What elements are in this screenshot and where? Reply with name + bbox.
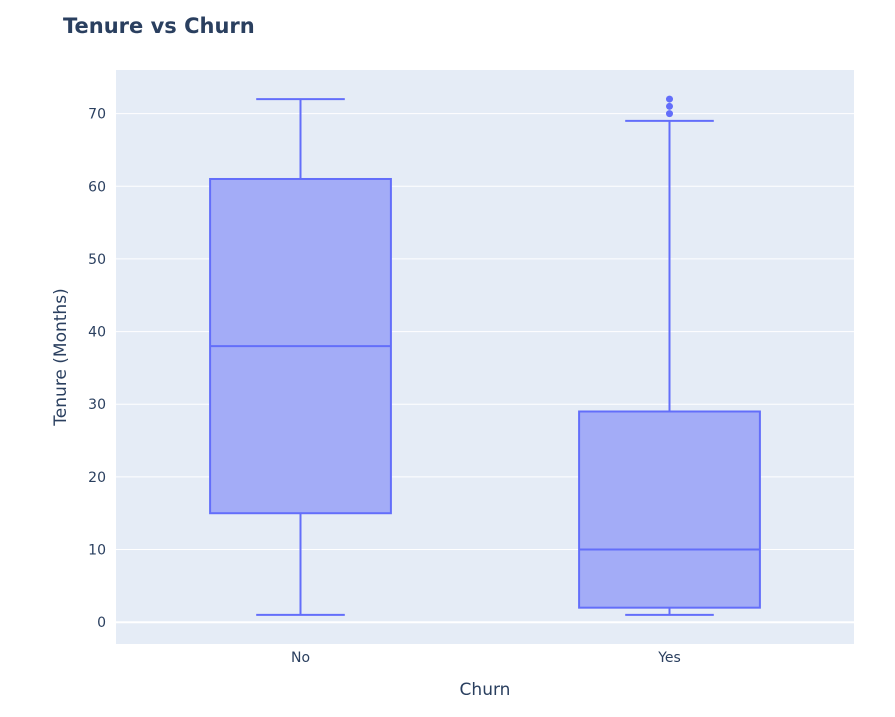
x-axis-title: Churn xyxy=(460,680,511,700)
y-tick-label-10: 10 xyxy=(88,543,106,559)
outlier-point-yes xyxy=(666,110,673,118)
box-trace-no xyxy=(209,98,392,616)
x-tick-label-no: No xyxy=(291,650,310,666)
outlier-point-yes xyxy=(666,102,673,110)
box-trace-yes xyxy=(578,95,761,616)
y-tick-label-50: 50 xyxy=(88,252,106,268)
y-tick-label-40: 40 xyxy=(88,325,106,341)
y-axis-title: Tenure (Months) xyxy=(51,288,71,426)
y-tick-label-30: 30 xyxy=(88,397,106,413)
y-tick-labels: 0 10 20 30 40 50 60 70 xyxy=(88,107,106,632)
x-tick-label-yes: Yes xyxy=(657,650,681,666)
iqr-box-yes xyxy=(578,410,761,609)
outlier-point-yes xyxy=(666,95,673,103)
box-traces xyxy=(209,95,761,616)
y-tick-label-70: 70 xyxy=(88,107,106,123)
y-tick-label-20: 20 xyxy=(88,470,106,486)
y-tick-label-0: 0 xyxy=(97,615,106,631)
chart-title: Tenure vs Churn xyxy=(63,14,255,38)
x-tick-labels: No Yes xyxy=(291,650,681,666)
y-tick-label-60: 60 xyxy=(88,179,106,195)
